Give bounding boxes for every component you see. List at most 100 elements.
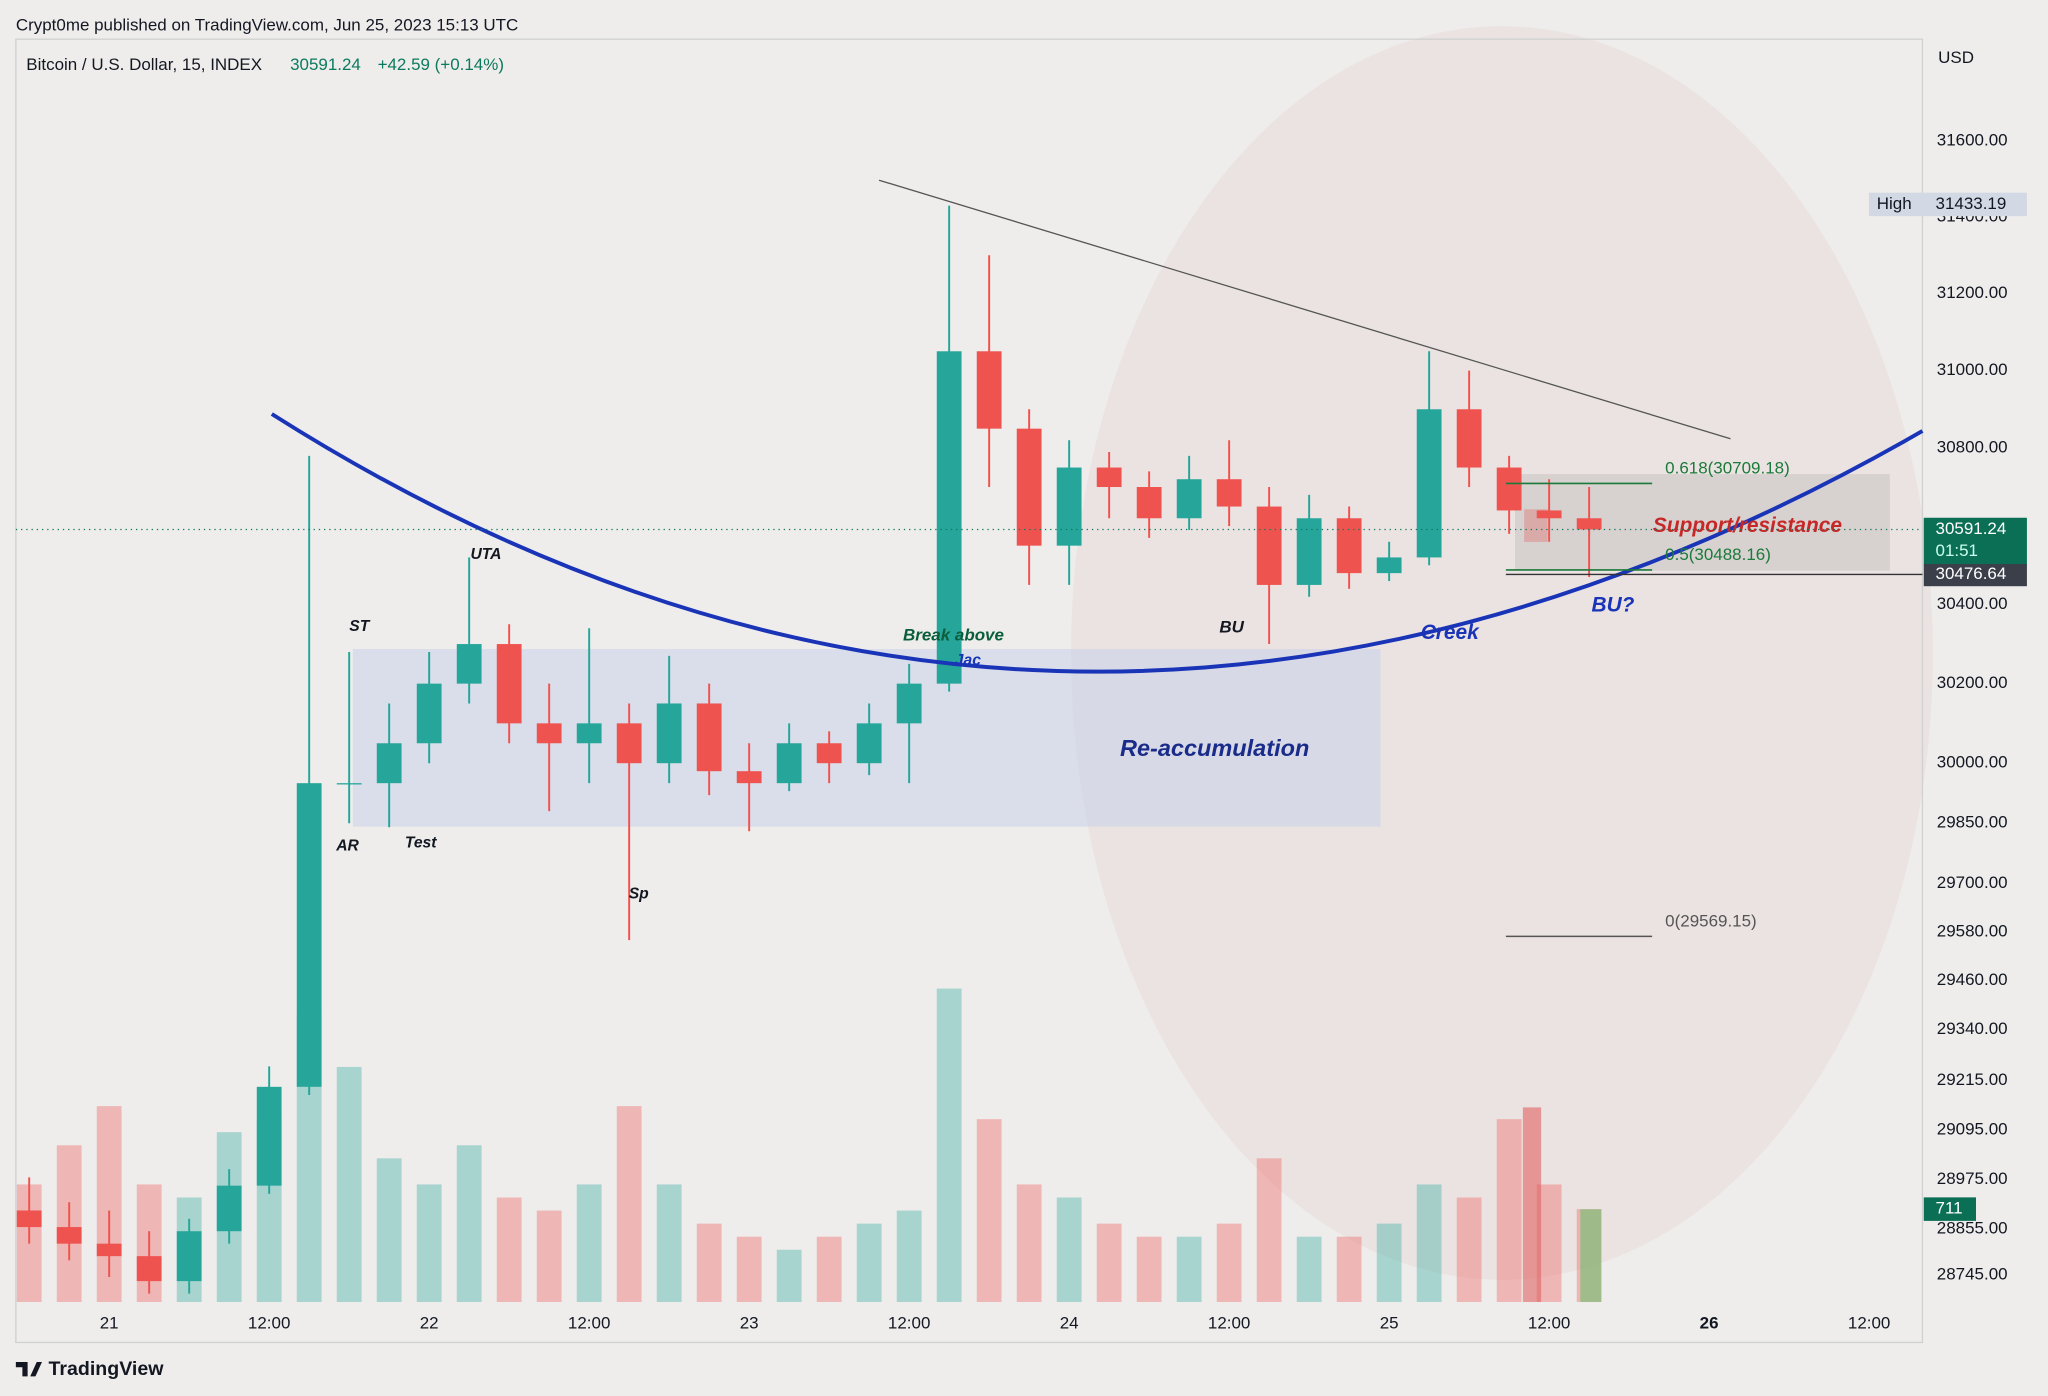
volume-bar <box>496 1197 522 1302</box>
candle-body <box>616 723 642 764</box>
high-box <box>1868 192 2027 217</box>
candle-body <box>376 743 402 784</box>
last-price-box <box>1923 517 2027 565</box>
candle-body <box>576 723 602 744</box>
candle-body <box>776 743 802 784</box>
volume-bar <box>576 1184 602 1302</box>
countdown: 01:51 <box>1936 541 1978 560</box>
volume-bar <box>856 1223 882 1302</box>
header-price: 30591.24 <box>290 55 361 74</box>
volume-bar <box>1496 1119 1522 1302</box>
annotation: Support/resistance <box>1653 514 1842 537</box>
plot-border <box>15 38 1924 1344</box>
volume-bar <box>1176 1236 1202 1302</box>
low-line-label: 30476.64 <box>1936 564 2007 583</box>
y-tick-label: 31600.00 <box>1937 131 2008 150</box>
y-tick-label: 28855.00 <box>1937 1219 2008 1238</box>
annotation: Break above <box>903 625 1004 644</box>
candle-body <box>1336 518 1362 574</box>
volume-bar <box>896 1210 922 1302</box>
x-tick-label: 12:00 <box>1848 1314 1890 1333</box>
candle-body <box>296 783 322 1087</box>
candle-body <box>656 703 682 764</box>
annotation: Creek <box>1421 621 1480 644</box>
volume-bar <box>1296 1236 1322 1302</box>
high-title: High <box>1877 194 1912 213</box>
candle-body <box>856 723 882 764</box>
annotation: BU? <box>1592 593 1635 616</box>
x-tick-label: 21 <box>100 1314 119 1333</box>
annotation: Re-accumulation <box>1120 735 1309 761</box>
y-tick-label: 29460.00 <box>1937 970 2008 989</box>
arc <box>270 412 1924 674</box>
volume-bar <box>776 1249 802 1302</box>
candle-body <box>176 1231 202 1282</box>
candle-body <box>256 1086 282 1186</box>
y-tick-label: 29340.00 <box>1937 1019 2008 1038</box>
backdrop-art <box>1071 26 1933 1280</box>
candle-body <box>1056 467 1082 546</box>
volume-bar <box>1456 1197 1482 1302</box>
candle-body <box>1216 479 1242 507</box>
candle-body <box>1376 557 1402 574</box>
low-line-box <box>1923 564 2027 587</box>
brand-logo <box>15 1362 42 1377</box>
volume-bar <box>976 1119 1002 1302</box>
x-tick-label: 12:00 <box>888 1314 930 1333</box>
volume-bar <box>1056 1197 1082 1302</box>
volume-label: 711 <box>1936 1199 1963 1218</box>
y-tick-label: 29700.00 <box>1937 873 2008 892</box>
annotation: UTA <box>470 546 501 563</box>
y-tick-label: 30200.00 <box>1937 673 2008 692</box>
y-tick-label: 30000.00 <box>1937 753 2008 772</box>
trend-line <box>878 179 1731 440</box>
annotation: ST <box>349 618 370 635</box>
candle-body <box>1416 409 1442 558</box>
publisher: Crypt0me published on TradingView.com, J… <box>16 16 518 35</box>
x-tick-label: 26 <box>1700 1314 1719 1333</box>
candle-body <box>56 1227 82 1244</box>
volume-bar <box>736 1236 762 1302</box>
candle-body <box>1576 518 1602 530</box>
volume-bar <box>1256 1158 1282 1302</box>
candle-body <box>936 351 962 684</box>
candle-body <box>896 683 922 724</box>
currency: USD <box>1938 48 1974 67</box>
candle-body <box>1176 479 1202 519</box>
candle-body <box>16 1210 42 1228</box>
y-tick-label: 29850.00 <box>1937 813 2008 832</box>
y-tick-label: 29580.00 <box>1937 921 2008 940</box>
last-price-label: 30591.24 <box>1936 519 2007 538</box>
candle-body <box>1096 467 1122 488</box>
brand: TradingView <box>15 1358 164 1380</box>
candle-body <box>976 351 1002 429</box>
volume-bar <box>1216 1223 1242 1302</box>
brand-name: TradingView <box>48 1358 164 1380</box>
x-tick-label: 12:00 <box>248 1314 290 1333</box>
candle-body <box>816 743 842 764</box>
x-tick-label: 22 <box>420 1314 439 1333</box>
volume-bar <box>376 1158 402 1302</box>
y-tick-label: 29095.00 <box>1937 1119 2008 1138</box>
volume-bar <box>816 1236 842 1302</box>
fib-label: 0.618(30709.18) <box>1665 459 1790 478</box>
candle-body <box>1256 506 1282 585</box>
volume-box <box>1923 1197 1976 1221</box>
volume-bar <box>1376 1223 1402 1302</box>
volume-bar <box>336 1066 362 1302</box>
volume-bar <box>616 1106 642 1302</box>
volume-bar <box>1016 1184 1042 1302</box>
y-tick-label: 28745.00 <box>1937 1264 2008 1283</box>
x-tick-label: 12:00 <box>1208 1314 1250 1333</box>
candle-body <box>1016 428 1042 546</box>
annotation: Jac <box>955 652 981 669</box>
x-tick-label: 25 <box>1380 1314 1399 1333</box>
volume-bar <box>416 1184 442 1302</box>
vol-highlight <box>1522 1107 1542 1302</box>
candle-body <box>336 783 362 785</box>
fib-label: 0(29569.15) <box>1665 912 1757 931</box>
candle-body <box>496 644 522 724</box>
vol-highlight <box>1580 1209 1602 1302</box>
volume-bar <box>456 1145 482 1302</box>
